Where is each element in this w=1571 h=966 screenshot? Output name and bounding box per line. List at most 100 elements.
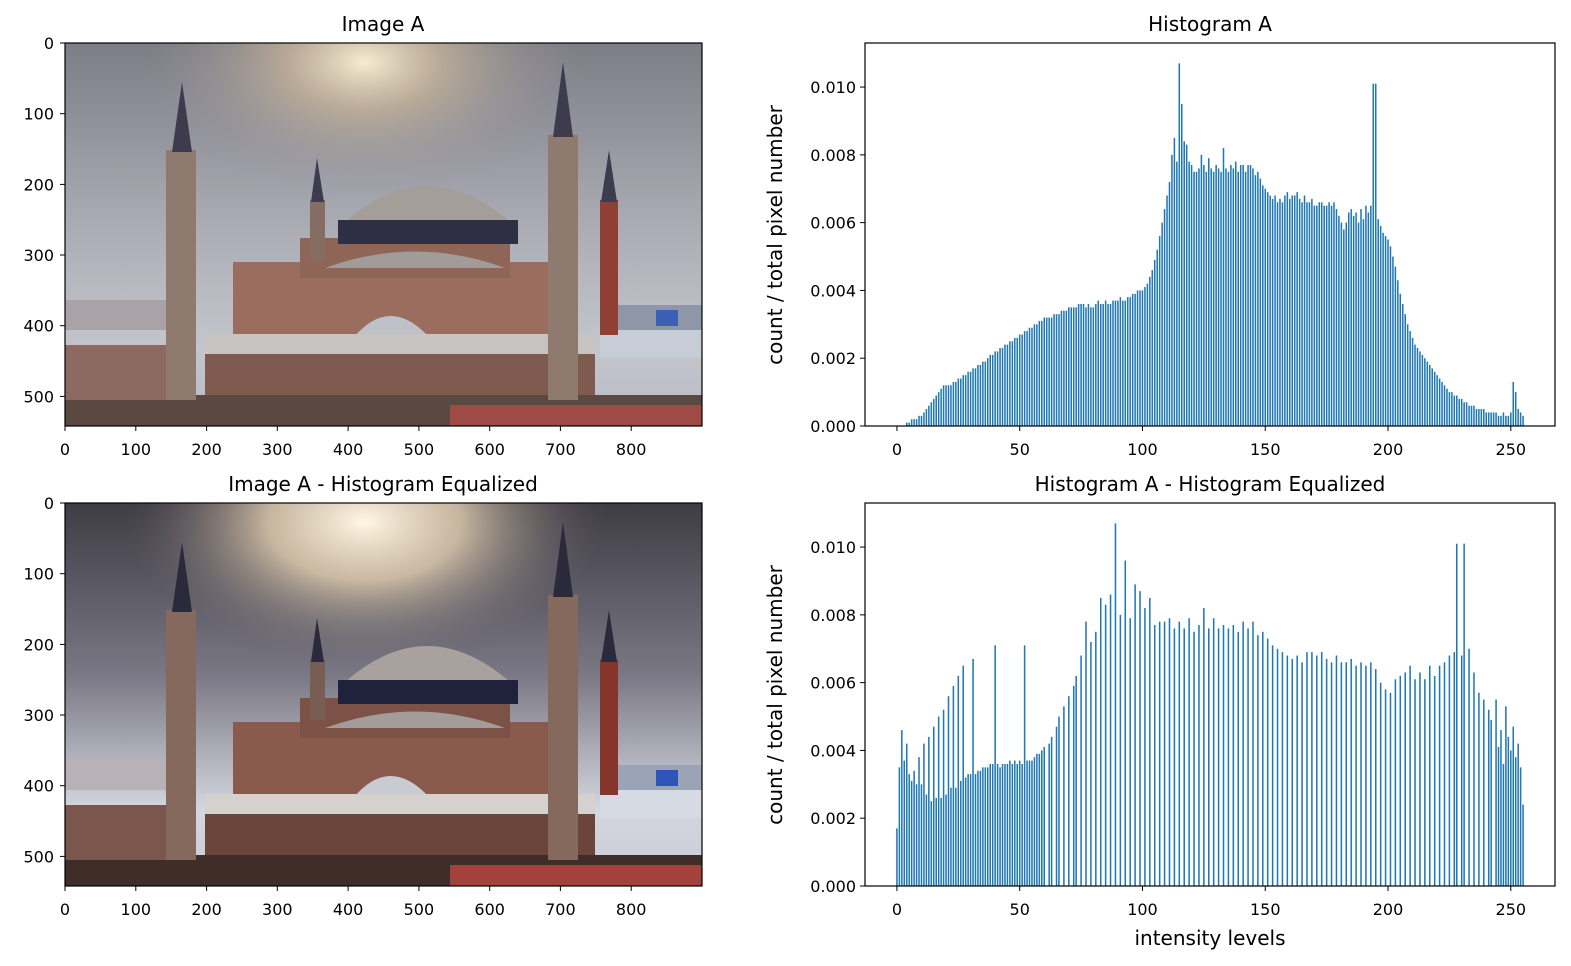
image-a-eq-xtick: 700: [545, 886, 576, 919]
image-a-eq-xtick: 200: [191, 886, 222, 919]
image-a-eq-ytick-label: 300: [23, 706, 54, 725]
histogram-xtick-label: 0: [892, 900, 902, 919]
histogram-xtick-label: 200: [1373, 440, 1404, 459]
histogram-bar: [1188, 618, 1190, 886]
histogram-bar: [1107, 303, 1109, 426]
histogram-bar: [1308, 202, 1311, 426]
histogram-bar: [1028, 760, 1031, 886]
image-a-eq-frame: [64, 502, 703, 887]
histogram-bar: [1387, 239, 1389, 426]
histogram-bar: [1296, 655, 1298, 886]
histogram-bar: [947, 696, 950, 886]
image-a-xtick: 700: [545, 426, 576, 459]
histogram-bar: [1161, 222, 1163, 426]
image-a-eq-arch-window: [355, 776, 428, 796]
histogram-bar: [1144, 287, 1146, 426]
histogram-bar: [901, 730, 903, 886]
histogram-bar: [1519, 412, 1522, 426]
histogram-bar: [1031, 327, 1033, 426]
histogram-bar: [991, 354, 994, 426]
image-a-eq-xtick-label: 600: [474, 900, 505, 919]
histogram-bar: [1259, 178, 1262, 426]
histogram-bar: [1510, 750, 1512, 886]
histogram-bar: [1485, 412, 1487, 426]
histogram-bar: [1126, 297, 1129, 426]
histogram-bar: [1075, 675, 1077, 886]
image-a-eq-city-left: [65, 760, 175, 790]
histogram-bar: [955, 787, 957, 886]
histogram-bar: [1262, 185, 1264, 426]
histogram-bar: [1438, 665, 1441, 886]
histogram-bar: [1099, 597, 1102, 886]
histogram-bar: [989, 763, 991, 886]
histogram-bar: [1006, 344, 1009, 426]
histogram-xtick: 250: [1496, 886, 1526, 919]
histogram-bar: [1254, 175, 1257, 426]
histogram-bar: [1495, 699, 1497, 886]
histogram-bar: [1082, 303, 1085, 426]
histogram-bar: [1156, 249, 1158, 426]
histogram-bar: [1058, 314, 1060, 426]
histogram-bar: [945, 385, 947, 426]
histogram-bar: [1269, 195, 1271, 426]
histogram-bar: [1109, 303, 1112, 426]
histogram-bar: [1237, 631, 1239, 886]
histogram-bar: [1301, 662, 1303, 886]
histogram-bar: [1330, 662, 1333, 886]
histogram-bar: [1495, 412, 1497, 426]
histogram-bar: [1438, 378, 1441, 426]
image-a-eq-xtick-label: 400: [333, 900, 364, 919]
histogram-bar: [1068, 307, 1070, 426]
histogram-bar: [1325, 205, 1328, 426]
image-a-eq-xtick-label: 100: [121, 900, 152, 919]
histogram-panel-a-equalized: Histogram A - Histogram Equalized count …: [763, 472, 1556, 950]
histogram-ytick-label: 0.004: [810, 281, 856, 300]
histogram-ytick-label: 0.008: [810, 146, 856, 165]
histogram-bar: [1065, 310, 1068, 426]
image-a-eq-xtick-label: 200: [191, 900, 222, 919]
histogram-bar: [898, 767, 901, 886]
histogram-bar: [1286, 192, 1289, 426]
image-a-red-roof: [450, 405, 702, 426]
histogram-bar: [1183, 628, 1185, 886]
histogram-bar: [932, 726, 935, 886]
histogram-bar: [1404, 672, 1406, 886]
histogram-bar: [1080, 655, 1082, 886]
histogram-xtick: 50: [1010, 426, 1030, 459]
histogram-a-xticks: 0 50 100 150 200 250: [892, 426, 1526, 459]
histogram-xtick: 50: [1010, 886, 1030, 919]
histogram-bar: [1208, 158, 1210, 427]
histogram-bar: [1271, 645, 1274, 886]
histogram-bar: [1195, 171, 1198, 426]
histogram-bar: [1463, 543, 1465, 886]
histogram-bar: [1173, 137, 1176, 426]
image-a-eq-ytick: 0: [44, 494, 65, 513]
image-a-eq-xtick: 500: [404, 886, 434, 919]
image-a-eq-xtick: 100: [121, 886, 152, 919]
histogram-bar: [1345, 662, 1348, 886]
histogram-bar: [1014, 760, 1016, 886]
histogram-bar: [1090, 307, 1092, 426]
histogram-ytick: 0.004: [810, 741, 865, 760]
histogram-bar: [1512, 726, 1515, 886]
histogram-bar: [1004, 344, 1006, 426]
histogram-bar: [974, 774, 977, 886]
histogram-bar: [977, 364, 979, 426]
histogram-bar: [1151, 270, 1154, 426]
histogram-a-eq-xlabel: intensity levels: [1134, 926, 1285, 950]
histogram-bar: [905, 743, 908, 886]
image-a-eq-ytick-label: 100: [23, 565, 54, 584]
histogram-bar: [1075, 307, 1077, 426]
histogram-bar: [910, 419, 913, 426]
histogram-xtick-label: 50: [1010, 900, 1030, 919]
histogram-bar: [1217, 168, 1220, 426]
image-a-xtick: 500: [404, 426, 434, 459]
histogram-xtick: 200: [1373, 426, 1404, 459]
histogram-ytick: 0.000: [810, 877, 865, 896]
image-a-eq-xtick: 300: [262, 886, 293, 919]
histogram-bar: [1048, 743, 1050, 886]
histogram-ytick: 0.002: [810, 349, 865, 368]
histogram-bar: [930, 402, 933, 426]
histogram-bar: [920, 415, 923, 426]
histogram-bar: [982, 361, 984, 426]
